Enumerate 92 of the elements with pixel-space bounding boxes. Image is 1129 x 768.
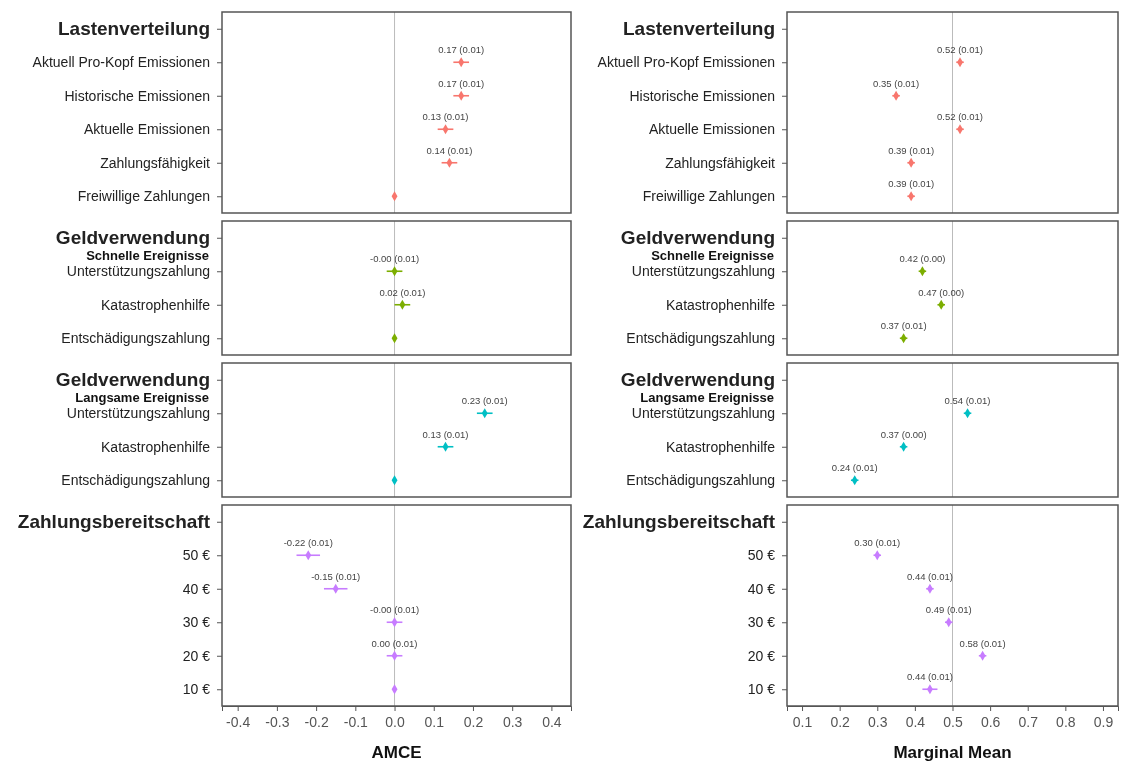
y-tick-label: Aktuelle Emissionen <box>83 121 210 138</box>
y-tick-label: Unterstützungszahlung <box>66 405 210 422</box>
y-tick-label: Unterstützungszahlung <box>631 263 775 280</box>
text: Langsame Ereignisse <box>640 389 774 405</box>
data-label: 0.44 (0.01) <box>906 570 953 582</box>
data-label: 0.13 (0.01) <box>422 428 469 440</box>
data-label: 0.24 (0.01) <box>831 462 878 474</box>
y-tick-label: Freiwillige Zahlungen <box>642 188 775 205</box>
data-label: -0.00 (0.01) <box>369 604 420 616</box>
y-tick-label: Aktuelle Emissionen <box>648 121 775 138</box>
x-tick-label: 0.1 <box>792 713 813 730</box>
y-tick-label: Historische Emissionen <box>629 87 775 104</box>
x-tick-label: 0.2 <box>830 713 851 730</box>
data-label: 0.17 (0.01) <box>438 44 485 56</box>
x-tick-label: 0.8 <box>1056 713 1076 730</box>
y-tick-label: Unterstützungszahlung <box>66 263 210 280</box>
y-tick-label: Katastrophenhilfe <box>101 296 211 313</box>
y-tick-label: 50 € <box>182 547 211 564</box>
data-label: 0.52 (0.01) <box>937 111 983 123</box>
y-tick-label: Katastrophenhilfe <box>101 438 211 455</box>
y-tick-label: Zahlungsfähigkeit <box>100 154 211 171</box>
y-tick-label: Zahlungsbereitschaft <box>582 511 776 533</box>
data-label: 0.02 (0.01) <box>379 286 426 298</box>
y-tick-label: 40 € <box>182 580 211 597</box>
data-label: 0.37 (0.00) <box>880 428 927 440</box>
x-tick-label: 0.5 <box>943 713 963 730</box>
y-tick-label: 20 € <box>747 647 776 664</box>
data-label: 0.35 (0.01) <box>873 77 920 89</box>
text: Schnelle Ereignisse <box>86 247 209 263</box>
y-tick-label: 40 € <box>747 580 776 597</box>
y-tick-label: Entschädigungszahlung <box>626 330 775 347</box>
x-tick-label: -0.2 <box>304 713 329 730</box>
x-tick-label: -0.3 <box>265 713 290 730</box>
y-tick-label: Aktuell Pro-Kopf Emissionen <box>32 54 210 71</box>
y-tick-label: Geldverwendung <box>55 369 210 391</box>
y-tick-label: Entschädigungszahlung <box>626 472 775 489</box>
y-tick-label: Geldverwendung <box>55 227 210 249</box>
data-label: 0.47 (0.00) <box>918 286 965 298</box>
y-tick-label: 50 € <box>747 547 776 564</box>
y-tick-label: Lastenverteilung <box>57 18 210 40</box>
data-label: -0.22 (0.01) <box>283 537 333 549</box>
x-tick-label: 0.9 <box>1093 713 1114 730</box>
x-tick-label: 0.4 <box>905 713 926 730</box>
data-label: 0.00 (0.01) <box>371 637 418 649</box>
x-tick-label: 0.4 <box>542 713 562 730</box>
data-label: 0.23 (0.01) <box>461 395 508 407</box>
y-tick-label: Katastrophenhilfe <box>666 296 776 313</box>
y-tick-label: 30 € <box>182 614 211 631</box>
y-tick-label: 30 € <box>747 614 776 631</box>
x-tick-label: 0.6 <box>980 713 1001 730</box>
x-tick-label: -0.1 <box>343 713 369 730</box>
y-tick-label: 20 € <box>182 647 211 664</box>
y-tick-label: Entschädigungszahlung <box>61 330 210 347</box>
data-label: 0.13 (0.01) <box>422 111 469 123</box>
x-tick-label: 0.7 <box>1018 713 1039 730</box>
x-tick-label: 0.3 <box>502 713 523 730</box>
data-label: 0.39 (0.01) <box>888 178 935 190</box>
data-label: -0.00 (0.01) <box>369 253 420 265</box>
y-tick-label: Lastenverteilung <box>622 18 775 40</box>
y-tick-label: Entschädigungszahlung <box>61 472 210 489</box>
x-tick-label: 0.0 <box>385 713 405 730</box>
y-tick-label: Katastrophenhilfe <box>666 438 776 455</box>
y-tick-label: Geldverwendung <box>620 369 775 391</box>
x-axis-title: Marginal Mean <box>893 743 1012 762</box>
x-tick-label: 0.2 <box>463 713 484 730</box>
y-tick-label: 10 € <box>747 681 776 698</box>
data-label: 0.54 (0.01) <box>944 395 991 407</box>
y-tick-label: 10 € <box>182 681 211 698</box>
x-tick-label: -0.4 <box>226 713 251 730</box>
data-label: 0.14 (0.01) <box>426 144 473 156</box>
data-label: 0.58 (0.01) <box>959 637 1006 649</box>
y-tick-label: Zahlungsfähigkeit <box>665 154 776 171</box>
data-label: 0.30 (0.01) <box>854 537 901 549</box>
data-label: 0.49 (0.01) <box>925 604 972 616</box>
x-axis-title: AMCE <box>371 743 422 762</box>
x-tick-label: 0.1 <box>424 713 445 730</box>
text: Schnelle Ereignisse <box>651 247 774 263</box>
y-tick-label: Historische Emissionen <box>64 87 210 104</box>
data-label: 0.39 (0.01) <box>888 144 935 156</box>
y-tick-label: Geldverwendung <box>620 227 775 249</box>
y-tick-label: Aktuell Pro-Kopf Emissionen <box>597 54 775 71</box>
y-tick-label: Freiwillige Zahlungen <box>77 188 210 205</box>
y-tick-label: Zahlungsbereitschaft <box>17 511 211 533</box>
data-label: 0.42 (0.00) <box>899 253 946 265</box>
y-tick-label: Unterstützungszahlung <box>631 405 775 422</box>
data-label: 0.37 (0.01) <box>880 320 927 332</box>
data-label: -0.15 (0.01) <box>311 570 361 582</box>
text: Langsame Ereignisse <box>75 389 209 405</box>
data-label: 0.44 (0.01) <box>906 671 953 683</box>
data-label: 0.52 (0.01) <box>937 44 983 56</box>
x-tick-label: 0.3 <box>868 713 888 730</box>
data-label: 0.17 (0.01) <box>438 77 485 89</box>
